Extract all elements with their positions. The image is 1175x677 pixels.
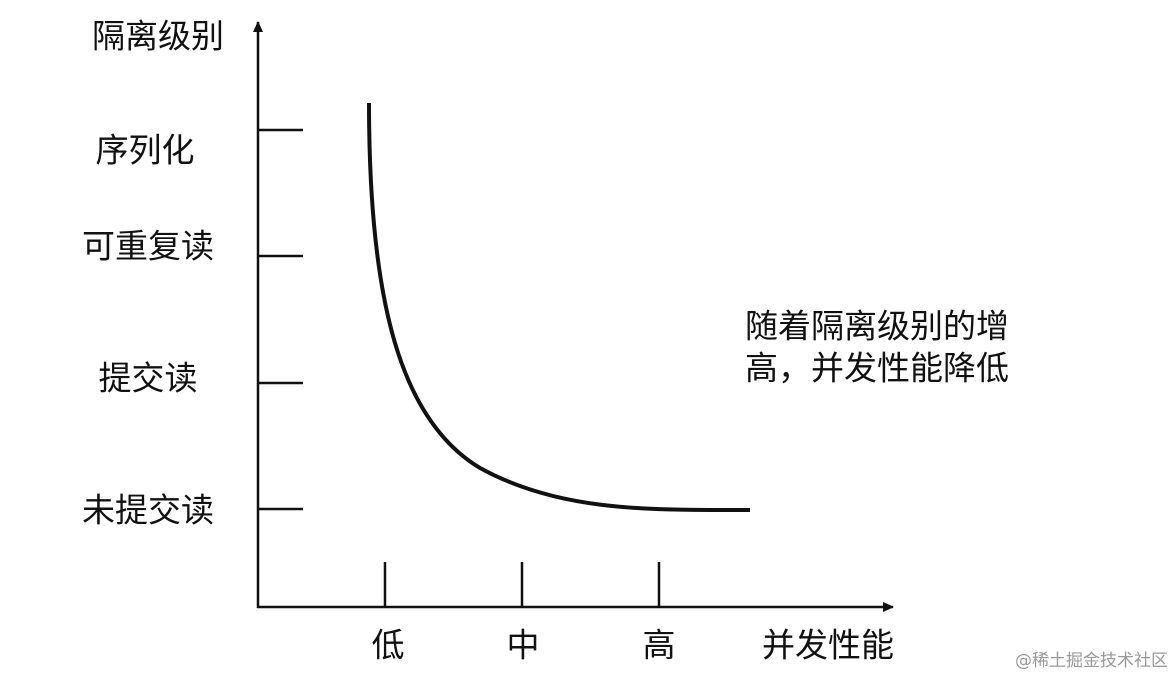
y-ticks xyxy=(258,128,303,511)
y-label: 未提交读 xyxy=(82,491,214,530)
x-label: 高 xyxy=(643,626,676,665)
y-label: 序列化 xyxy=(96,131,195,170)
tradeoff-curve xyxy=(367,102,751,513)
y-label: 可重复读 xyxy=(82,227,214,266)
x-label: 中 xyxy=(507,626,540,665)
x-ticks xyxy=(383,562,661,607)
annotation-line: 随着隔离级别的增 xyxy=(745,307,1009,346)
y-axis-title: 隔离级别 xyxy=(92,17,224,56)
x-axis-title: 并发性能 xyxy=(762,626,894,665)
watermark: @稀土掘金技术社区 xyxy=(1015,651,1168,671)
annotation-line: 高，并发性能降低 xyxy=(745,349,1009,388)
y-label: 提交读 xyxy=(99,359,198,398)
x-label: 低 xyxy=(372,626,405,665)
